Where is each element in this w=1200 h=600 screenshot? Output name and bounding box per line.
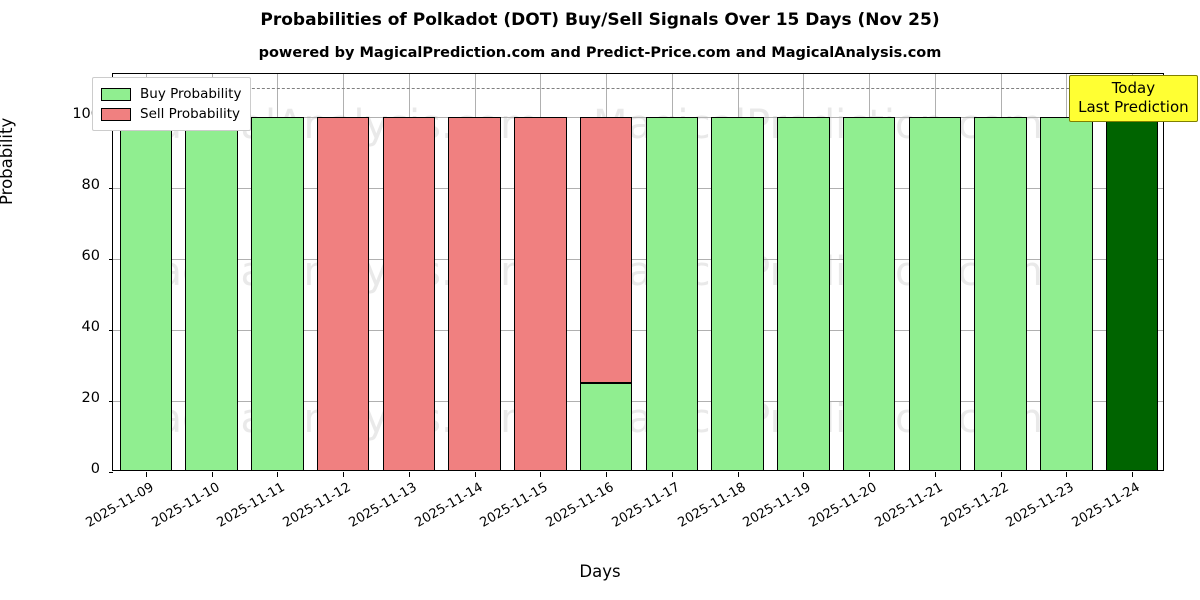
bar-buy	[1040, 116, 1093, 470]
today-annotation-line1: Today	[1111, 79, 1156, 97]
y-axis-tick-label: 80	[81, 176, 100, 193]
x-axis-tick	[343, 472, 345, 477]
bar-buy	[579, 383, 633, 470]
y-axis-tick-label: 0	[90, 461, 100, 477]
y-axis-tick-label: 60	[81, 247, 100, 264]
legend-swatch-sell	[101, 107, 131, 121]
x-axis-tick	[737, 472, 739, 477]
bar-sell	[316, 116, 370, 470]
x-axis-tick	[803, 472, 805, 477]
y-axis-tick	[109, 400, 113, 402]
y-axis-tick	[109, 187, 113, 189]
grid-line-horizontal	[113, 116, 1163, 118]
x-axis-tick	[1132, 472, 1134, 477]
legend-label-sell: Sell Probability	[140, 106, 241, 122]
x-axis-tick	[1066, 472, 1068, 477]
x-axis-tick	[606, 472, 608, 477]
x-axis-tick	[408, 472, 410, 477]
bar-sell	[382, 116, 436, 470]
bar-buy	[908, 116, 962, 470]
y-axis-tick	[109, 472, 113, 473]
y-axis-tick	[109, 258, 113, 260]
chart-legend: Buy Probability Sell Probability	[92, 77, 252, 131]
grid-line-horizontal	[113, 329, 1163, 331]
grid-line-horizontal	[113, 187, 1163, 189]
chart-subtitle: powered by MagicalPrediction.com and Pre…	[258, 45, 942, 61]
chart-title: Probabilities of Polkadot (DOT) Buy/Sell…	[260, 10, 940, 30]
legend-label-buy: Buy Probability	[140, 86, 242, 102]
x-axis-tick	[145, 472, 147, 477]
bar-sell	[448, 116, 501, 470]
x-axis-tick	[211, 472, 213, 477]
today-annotation-box: Today Last Prediction	[1069, 75, 1198, 122]
bar-sell	[579, 116, 633, 384]
legend-item-sell[interactable]: Sell Probability	[101, 104, 241, 124]
bar-buy	[251, 116, 304, 470]
bar-today-buy	[1105, 116, 1159, 470]
legend-item-buy[interactable]: Buy Probability	[101, 84, 241, 104]
grid-line-horizontal	[113, 400, 1163, 402]
y-axis-tick	[109, 329, 113, 331]
plot-area: MagicalAnalysis.comMagicalPrediction.com…	[109, 73, 1164, 477]
y-axis-tick-label: 20	[81, 389, 100, 406]
x-axis-tick	[934, 472, 936, 477]
x-axis-tick	[1000, 472, 1002, 477]
x-axis-tick	[540, 472, 542, 477]
bar-buy	[185, 116, 238, 470]
bar-buy	[711, 116, 764, 470]
x-axis-tick	[869, 472, 871, 477]
x-axis-tick	[671, 472, 673, 477]
today-annotation-line2: Last Prediction	[1078, 98, 1189, 116]
x-axis-tick	[277, 472, 279, 477]
bar-buy	[119, 116, 173, 470]
grid-line-horizontal	[113, 258, 1163, 260]
x-axis-label: Days	[579, 562, 621, 581]
y-axis-tick-label: 100	[72, 105, 100, 122]
y-axis-tick-label: 40	[81, 318, 100, 335]
legend-swatch-buy	[101, 87, 131, 101]
plot-clip: MagicalAnalysis.comMagicalPrediction.com…	[113, 74, 1163, 470]
today-annotation-line	[112, 88, 1164, 89]
bar-buy	[842, 116, 896, 470]
x-axis-ticks	[113, 472, 1165, 478]
bar-sell	[514, 116, 567, 470]
bar-buy	[645, 116, 699, 470]
x-axis-tick	[474, 472, 476, 477]
bar-buy	[777, 116, 830, 470]
bar-buy	[974, 116, 1027, 470]
